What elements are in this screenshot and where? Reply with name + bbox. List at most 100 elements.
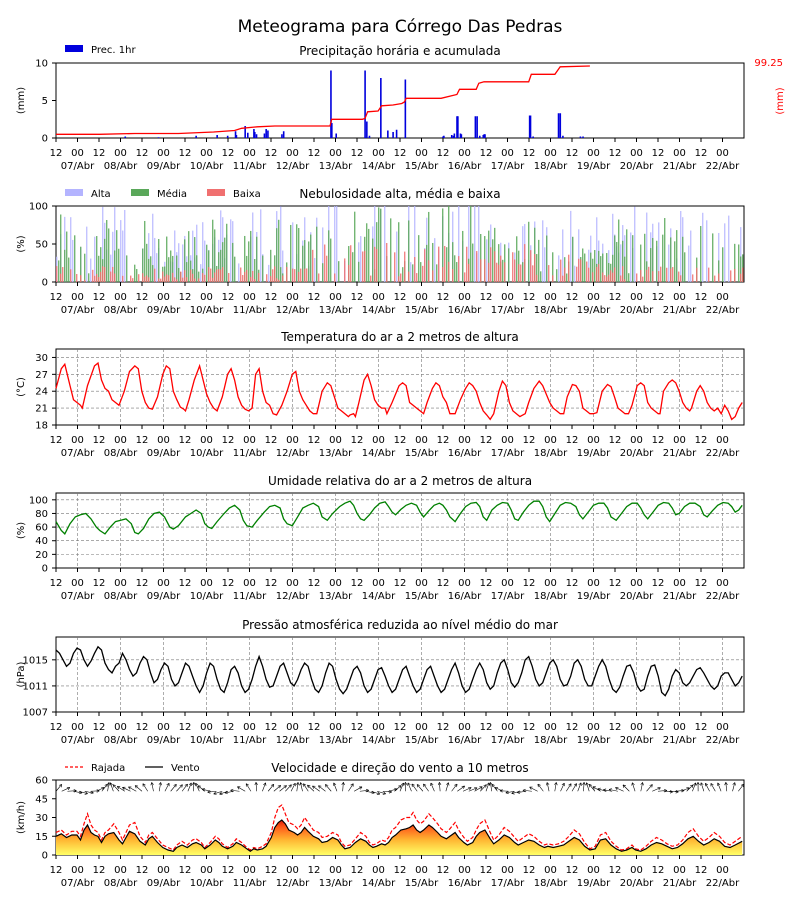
wind-arrow xyxy=(285,784,292,792)
wind-arrow xyxy=(279,785,287,792)
wind-arrow xyxy=(376,790,386,795)
temperature-ytick-label: 24 xyxy=(35,387,48,398)
precip-xtick-label: 00 xyxy=(544,148,557,159)
wind-arrow-head xyxy=(537,783,541,788)
wind-arrow xyxy=(491,783,498,792)
pressure-date-label: 07/Abr xyxy=(61,735,95,746)
wind-arrow xyxy=(267,784,275,792)
cloud-low-bar xyxy=(294,269,296,282)
wind-arrow xyxy=(490,782,493,792)
temperature-xtick-label: 12 xyxy=(480,435,493,446)
cloud-high-bar xyxy=(522,226,524,282)
clouds-xtick-label: 00 xyxy=(372,292,385,303)
cloud-mid-bar xyxy=(166,236,168,282)
precip-bar xyxy=(579,136,582,138)
wind-xtick-label: 12 xyxy=(265,865,278,876)
cloud-low-bar xyxy=(504,262,506,282)
cloud-low-bar xyxy=(282,275,284,282)
cloud-mid-bar xyxy=(152,265,154,282)
wind-arrow xyxy=(307,784,315,792)
cloud-mid-bar xyxy=(96,236,98,282)
pressure-xtick-label: 12 xyxy=(566,722,579,733)
wind-arrow-head xyxy=(546,782,550,786)
wind-arrow xyxy=(353,786,363,792)
wind-arrow xyxy=(197,785,206,792)
precip-legend-label: Prec. 1hr xyxy=(91,45,136,56)
wind-date-label: 22/Abr xyxy=(706,878,740,889)
wind-arrow-head xyxy=(517,790,521,794)
wind-arrow xyxy=(318,785,326,792)
precip-bar xyxy=(195,135,197,138)
cloud-low-bar xyxy=(374,246,376,282)
cloud-high-bar xyxy=(192,230,194,282)
cloud-low-bar xyxy=(130,275,132,282)
cloud-low-bar xyxy=(182,277,184,282)
cloud-low-bar xyxy=(218,269,220,282)
pressure-ytick-label: 1007 xyxy=(23,708,48,719)
cloud-high-bar xyxy=(646,212,648,282)
cloud-mid-bar xyxy=(248,241,250,282)
wind-date-label: 20/Abr xyxy=(620,878,654,889)
wind-arrow-head xyxy=(554,782,558,786)
wind-arrow-head xyxy=(116,786,121,790)
clouds-xtick-label: 00 xyxy=(200,292,213,303)
wind-arrow xyxy=(560,782,565,792)
cloud-mid-bar xyxy=(276,228,278,282)
cloud-high-bar xyxy=(336,206,338,282)
wind-arrow-head xyxy=(173,784,177,788)
cloud-low-bar xyxy=(588,267,590,282)
pressure-xtick-label: 00 xyxy=(286,722,299,733)
wind-xtick-label: 00 xyxy=(329,865,342,876)
cloud-mid-bar xyxy=(616,241,618,282)
clouds-xtick-label: 00 xyxy=(458,292,471,303)
cloud-legend-alta-label: Alta xyxy=(91,189,111,200)
cloud-mid-bar xyxy=(628,273,630,282)
precip-bar xyxy=(483,134,485,138)
wind-xtick-label: 12 xyxy=(652,865,665,876)
pressure-xtick-label: 00 xyxy=(415,722,428,733)
pressure-xtick-label: 12 xyxy=(480,722,493,733)
cloud-high-bar xyxy=(94,236,96,282)
wind-arrow xyxy=(128,786,137,792)
cloud-low-bar xyxy=(490,247,492,282)
humidity-ytick-label: 40 xyxy=(35,536,48,547)
cloud-mid-bar xyxy=(302,245,304,282)
wind-arrow-head xyxy=(109,782,113,786)
temperature-xtick-label: 12 xyxy=(394,435,407,446)
pressure-xtick-label: 12 xyxy=(652,722,665,733)
humidity-xtick-label: 00 xyxy=(501,578,514,589)
wind-arrow-head xyxy=(179,784,183,788)
pressure-xtick-label: 00 xyxy=(458,722,471,733)
precip-date-label: 07/Abr xyxy=(61,161,95,172)
cloud-low-bar xyxy=(458,256,460,282)
wind-arrow-head xyxy=(573,783,577,787)
precip-bar xyxy=(532,136,534,138)
cloud-legend-alta-swatch xyxy=(65,189,83,196)
cloud-mid-bar xyxy=(592,258,594,282)
wind-xtick-label: 00 xyxy=(372,865,385,876)
wind-arrow-head xyxy=(376,791,381,795)
humidity-date-label: 17/Abr xyxy=(491,591,525,602)
cloud-low-bar xyxy=(254,279,256,282)
cloud-low-bar xyxy=(730,270,732,282)
wind-arrow-head xyxy=(201,788,205,792)
cloud-low-bar xyxy=(386,243,388,282)
precip-bar xyxy=(157,137,160,138)
cloud-mid-bar xyxy=(420,262,422,282)
cloud-low-bar xyxy=(348,264,350,282)
pressure-xtick-label: 00 xyxy=(200,722,213,733)
cloud-mid-bar xyxy=(436,264,438,282)
pressure-xtick-label: 12 xyxy=(50,722,63,733)
cloud-legend-baixa-swatch xyxy=(207,189,225,196)
cloud-high-bar xyxy=(178,243,180,282)
precip-bar xyxy=(387,130,389,138)
clouds-xtick-label: 00 xyxy=(630,292,643,303)
cloud-high-bar xyxy=(260,209,262,282)
wind-arrow xyxy=(290,783,296,792)
cloud-mid-bar xyxy=(304,240,306,282)
clouds-date-label: 11/Abr xyxy=(233,305,267,316)
cloud-low-bar xyxy=(576,266,578,282)
cloud-low-bar xyxy=(222,267,224,282)
wind-xtick-label: 12 xyxy=(437,865,450,876)
wind-arrow-head xyxy=(358,786,363,790)
